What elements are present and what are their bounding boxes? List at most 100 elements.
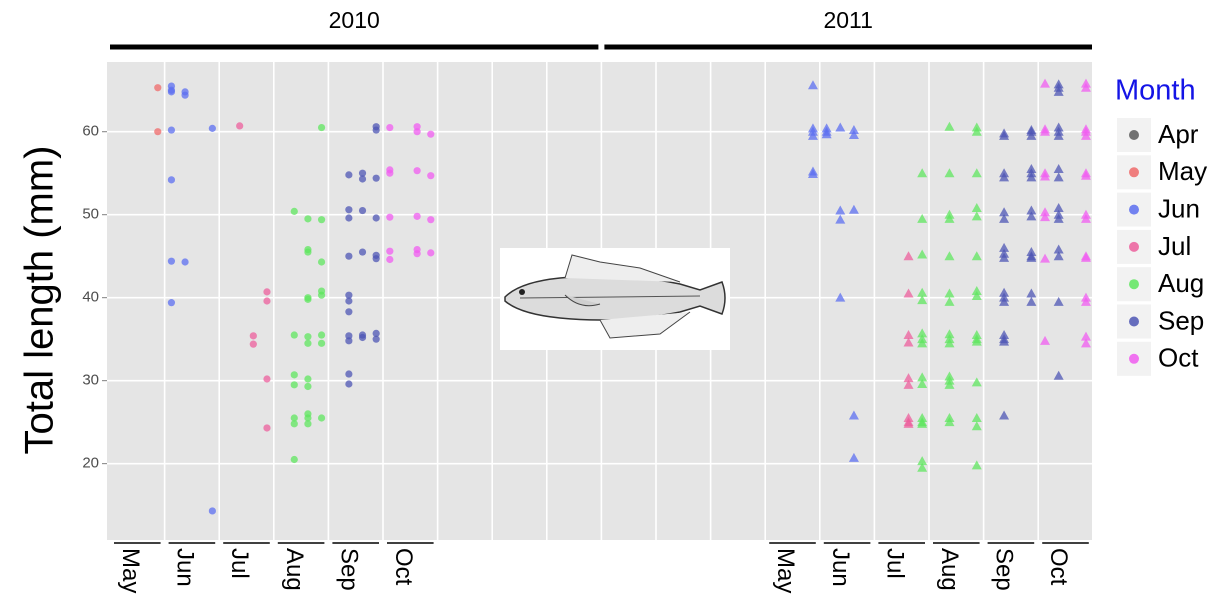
point <box>944 213 955 223</box>
legend-marker <box>1129 353 1139 364</box>
point <box>345 332 353 340</box>
x-tick-label: Aug <box>281 548 308 591</box>
point <box>345 291 353 299</box>
point <box>372 255 380 263</box>
point <box>358 333 367 342</box>
point <box>1053 86 1064 96</box>
point <box>345 370 353 378</box>
point <box>1080 331 1091 341</box>
point <box>1080 252 1091 262</box>
point <box>386 213 394 221</box>
point <box>290 371 298 379</box>
legend-marker <box>1129 167 1139 178</box>
point <box>304 248 312 256</box>
point <box>304 339 312 347</box>
point <box>999 296 1010 306</box>
point <box>372 126 380 134</box>
point <box>167 126 176 134</box>
point <box>345 214 353 222</box>
y-tick-label: 60 <box>82 123 99 140</box>
point <box>999 172 1010 182</box>
point <box>1053 244 1064 254</box>
point <box>917 287 928 297</box>
point <box>372 329 380 337</box>
point <box>304 382 312 391</box>
point <box>999 242 1010 252</box>
point <box>971 168 982 178</box>
point <box>249 340 257 348</box>
y-tick-label: 40 <box>82 289 99 306</box>
point <box>317 258 326 266</box>
point <box>1053 172 1064 182</box>
x-tick-label: Jul <box>881 548 908 579</box>
point <box>345 206 353 214</box>
point <box>1040 212 1051 222</box>
point <box>290 381 298 389</box>
point <box>999 130 1010 140</box>
point <box>304 420 312 428</box>
x-tick-label: May <box>772 548 799 593</box>
point <box>903 337 914 347</box>
point <box>263 297 271 305</box>
point <box>999 410 1010 420</box>
point <box>317 216 326 224</box>
point <box>807 130 818 140</box>
point <box>386 123 394 132</box>
point <box>917 462 928 472</box>
point <box>413 212 421 220</box>
point <box>917 168 928 178</box>
point <box>999 213 1010 223</box>
point <box>1040 126 1051 136</box>
point <box>971 126 982 136</box>
point <box>263 375 271 383</box>
point <box>345 171 353 179</box>
point <box>903 251 914 261</box>
point <box>317 339 326 347</box>
point <box>290 455 298 464</box>
point <box>345 337 353 345</box>
point <box>971 203 982 213</box>
y-tick-label: 50 <box>82 206 99 223</box>
point <box>944 251 955 261</box>
point <box>304 215 312 223</box>
point <box>304 414 312 422</box>
point <box>903 373 914 383</box>
point <box>427 130 435 138</box>
point <box>181 91 189 99</box>
x-tick-label: Jul <box>226 548 253 579</box>
point <box>807 169 818 179</box>
point <box>1026 211 1037 221</box>
point <box>944 379 955 389</box>
point <box>304 375 312 383</box>
point <box>358 206 367 215</box>
legend-label: Oct <box>1158 343 1199 373</box>
point <box>944 338 955 348</box>
point <box>971 460 982 470</box>
point <box>413 123 421 131</box>
point <box>917 418 928 428</box>
point <box>263 288 271 296</box>
point <box>317 123 326 132</box>
point <box>848 410 859 420</box>
point <box>848 125 859 135</box>
point <box>971 286 982 296</box>
point <box>944 417 955 427</box>
point <box>917 213 928 223</box>
legend-label: Jul <box>1158 231 1191 261</box>
point <box>999 252 1010 262</box>
point <box>971 377 982 387</box>
point <box>903 418 914 428</box>
point <box>917 456 928 466</box>
legend-label: Apr <box>1158 119 1199 149</box>
x-tick-label: Oct <box>1045 548 1072 586</box>
x-tick-label: Aug <box>936 548 963 591</box>
point <box>290 331 298 339</box>
point <box>358 169 367 177</box>
point <box>304 333 312 341</box>
point <box>1080 170 1091 180</box>
point <box>903 330 914 340</box>
point <box>944 329 955 339</box>
point <box>1053 370 1064 380</box>
point <box>944 288 955 298</box>
point <box>167 176 176 184</box>
